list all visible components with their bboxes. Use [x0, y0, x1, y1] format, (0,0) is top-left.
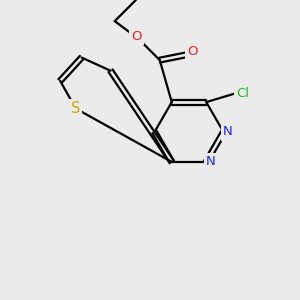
Text: N: N [223, 125, 233, 139]
Text: O: O [131, 30, 142, 43]
Text: Cl: Cl [236, 87, 249, 100]
Text: S: S [71, 101, 80, 116]
Text: N: N [206, 155, 216, 168]
Text: O: O [187, 45, 197, 58]
